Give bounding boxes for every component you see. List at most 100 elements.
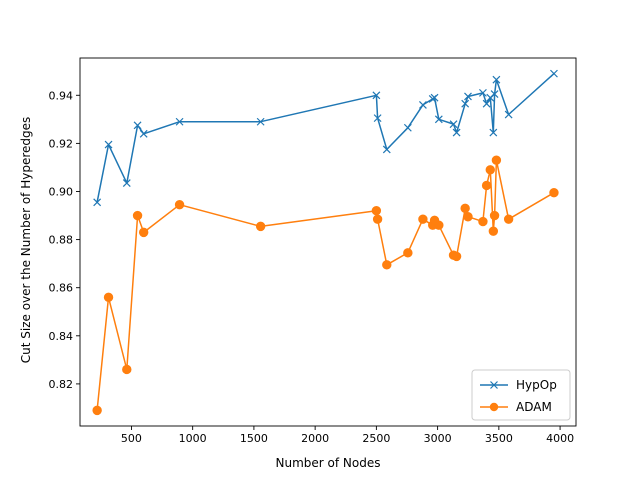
data-point-hypop: [434, 115, 443, 124]
x-tick-label: 3500: [485, 432, 513, 445]
legend-marker: [489, 402, 499, 412]
data-point-adam: [488, 226, 499, 236]
data-point-adam: [372, 214, 383, 224]
marker-stroke: [372, 91, 381, 100]
data-point-hypop: [122, 179, 131, 187]
data-point-adam: [478, 216, 488, 227]
data-point-adam: [403, 248, 413, 258]
legend-marker: [490, 381, 498, 389]
y-tick-label: 0.88: [49, 234, 74, 247]
data-point-hypop: [256, 117, 265, 126]
marker-stroke: [133, 121, 142, 130]
x-tick-label: 500: [121, 432, 142, 445]
data-point-adam: [491, 155, 502, 165]
y-axis-label: Cut Size over the Number of Hyperedges: [19, 117, 33, 363]
data-point-adam: [103, 292, 114, 303]
y-tick-label: 0.86: [49, 282, 74, 295]
marker-stroke: [482, 99, 491, 108]
y-tick-label: 0.90: [49, 185, 74, 198]
data-point-adam: [503, 214, 514, 224]
data-point-adam: [371, 206, 382, 216]
data-point-hypop: [372, 91, 381, 100]
y-tick-label: 0.84: [49, 330, 74, 343]
axes: 500 1000 1500 2000 2500 3000 3500 4000 0.82 0.84 0…: [49, 57, 577, 445]
marker-stroke: [122, 179, 131, 187]
data-point-adam: [481, 180, 492, 191]
data-point-hypop: [382, 145, 391, 154]
data-point-hypop: [175, 117, 184, 126]
x-axis-label: Number of Nodes: [276, 456, 381, 470]
data-point-adam: [418, 214, 428, 224]
legend-label: ADAM: [516, 400, 552, 414]
data-point-adam: [382, 260, 392, 270]
marker-stroke: [492, 75, 501, 84]
data-point-hypop: [93, 198, 102, 207]
data-point-hypop: [492, 75, 501, 84]
data-point-adam: [255, 221, 266, 232]
marker-stroke: [478, 88, 487, 97]
marker-stroke: [504, 110, 513, 119]
marker-stroke: [434, 115, 443, 124]
data-point-hypop: [403, 123, 412, 132]
data-point-hypop: [504, 110, 513, 119]
x-tick-label: 1000: [179, 432, 207, 445]
data-point-hypop: [490, 90, 499, 99]
x-tick-label: 4000: [546, 432, 574, 445]
legend-entry-adam: ADAM: [480, 400, 552, 414]
data-point-adam: [132, 210, 143, 221]
x-tick-label: 2500: [362, 432, 390, 445]
data-point-hypop: [482, 99, 491, 108]
legend-label: HypOp: [516, 378, 557, 392]
marker-stroke: [461, 99, 470, 108]
x-tick-label: 1500: [240, 432, 268, 445]
data-point-adam: [434, 220, 444, 230]
data-point-hypop: [104, 140, 113, 149]
data-point-hypop: [464, 92, 472, 101]
data-point-adam: [463, 212, 473, 222]
marker-stroke: [550, 69, 558, 78]
marker-stroke: [452, 128, 461, 137]
data-point-adam: [451, 251, 462, 262]
y-tick-label: 0.94: [49, 89, 74, 102]
data-point-hypop: [478, 88, 487, 97]
y-tick-label: 0.92: [49, 137, 74, 150]
marker-stroke: [449, 120, 458, 129]
data-point-adam: [138, 227, 149, 238]
data-point-hypop: [449, 120, 458, 129]
plot-frame: [79, 57, 577, 427]
marker-stroke: [464, 92, 472, 101]
marker-stroke: [430, 93, 439, 102]
marker-stroke: [104, 140, 113, 149]
data-point-hypop: [452, 128, 461, 137]
plot-area: [92, 69, 559, 416]
data-point-adam: [92, 405, 102, 416]
marker-stroke: [139, 129, 148, 138]
data-point-hypop: [139, 129, 148, 138]
marker-stroke: [93, 198, 102, 207]
legend: HypOp ADAM: [471, 369, 571, 421]
data-point-adam: [489, 210, 500, 221]
data-point-adam: [549, 187, 559, 198]
y-tick-label: 0.82: [49, 378, 74, 391]
data-point-hypop: [550, 69, 558, 78]
marker-stroke: [373, 114, 382, 123]
legend-entry-hypop: HypOp: [480, 378, 557, 392]
marker-stroke: [382, 145, 391, 154]
marker-stroke: [403, 123, 412, 132]
data-point-hypop: [461, 99, 470, 108]
data-point-hypop: [430, 93, 439, 102]
data-point-adam: [122, 364, 132, 375]
marker-stroke: [175, 117, 184, 126]
data-point-hypop: [373, 114, 382, 123]
marker-stroke: [256, 117, 265, 126]
data-point-adam: [485, 165, 495, 175]
data-point-adam: [460, 203, 470, 214]
x-tick-label: 2000: [301, 432, 329, 445]
data-point-hypop: [418, 100, 427, 109]
x-tick-label: 3000: [424, 432, 452, 445]
marker-stroke: [489, 128, 498, 137]
marker-stroke: [418, 100, 427, 109]
marker-stroke: [490, 90, 499, 99]
data-point-hypop: [489, 128, 498, 137]
